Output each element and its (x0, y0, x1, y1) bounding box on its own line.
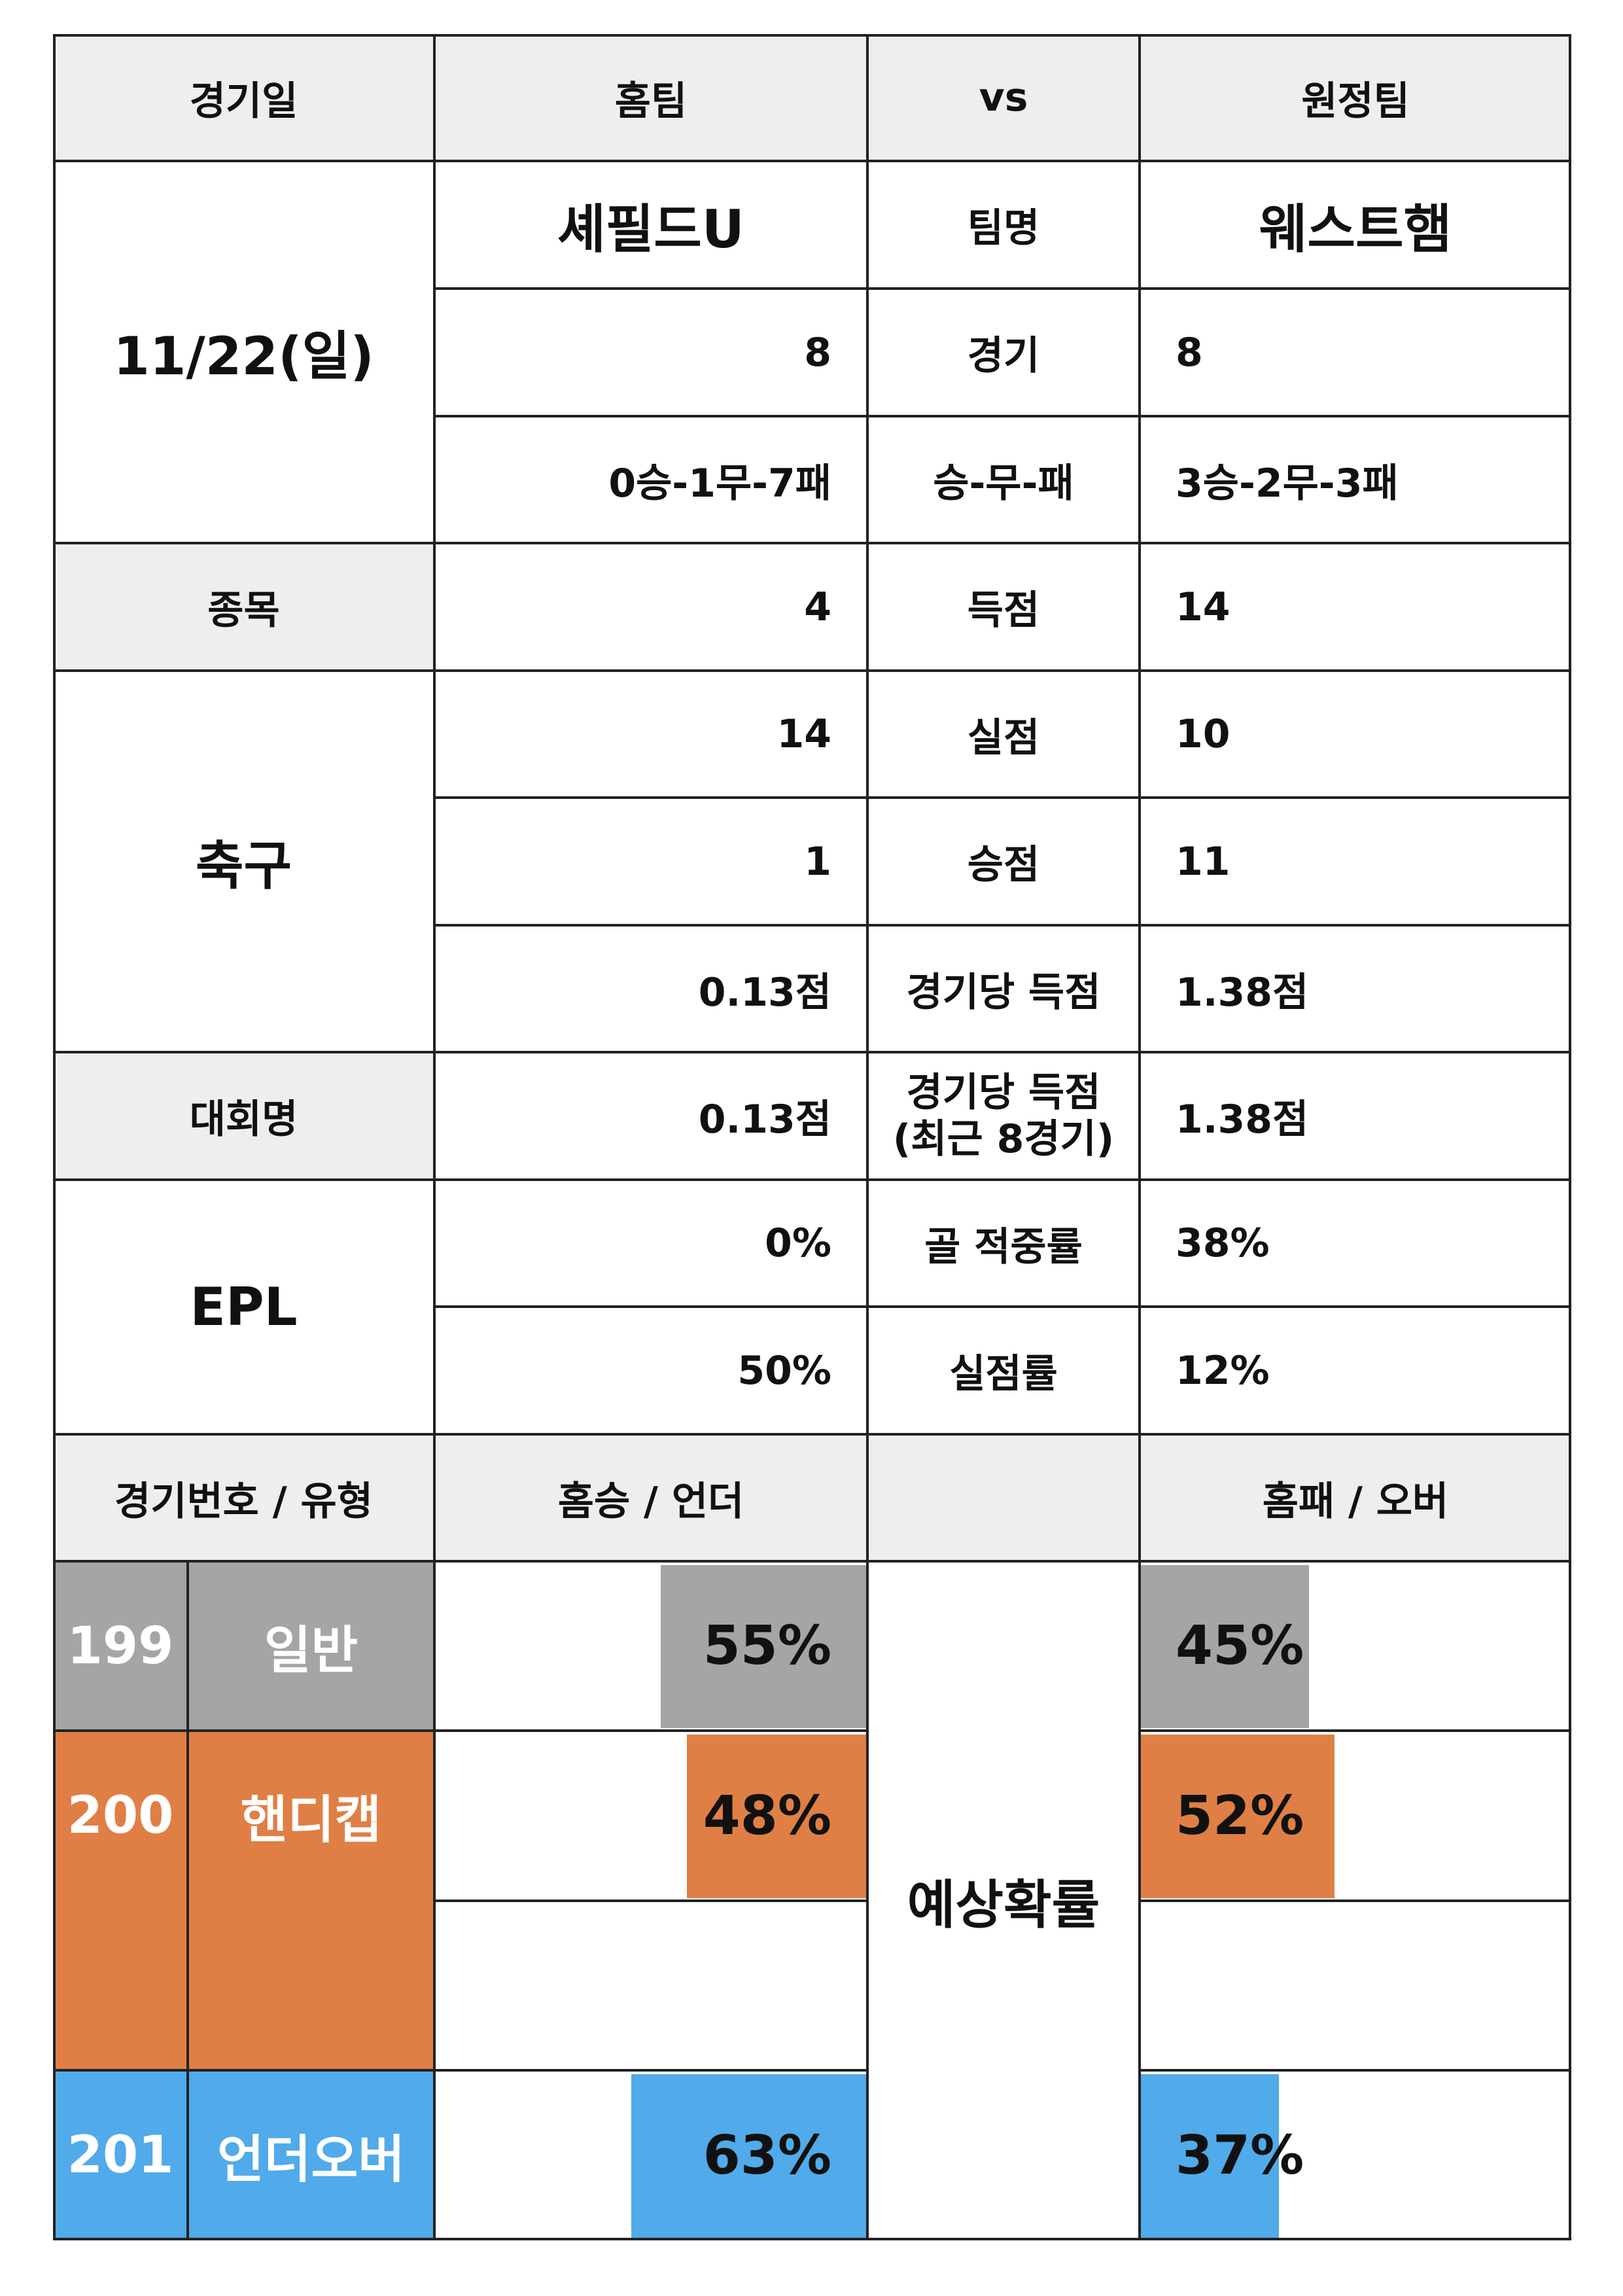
vs-header: vs (867, 34, 1140, 161)
stat-label: 득점 (967, 588, 1040, 633)
grid-line (434, 924, 1571, 927)
stat-label: 실점률 (949, 1351, 1058, 1397)
grid-line (53, 1729, 867, 1732)
grid-line (53, 34, 56, 2240)
team-name-label: 팀명 (967, 205, 1040, 251)
away-team-name: 웨스트햄 (1259, 198, 1452, 260)
prediction-home-header: 홈승 / 언더 (434, 1434, 867, 1561)
sport-value: 축구 (195, 835, 292, 896)
home-stat-value: 0.13점 (698, 969, 831, 1016)
away-probability-bar (1141, 2074, 1279, 2238)
stat-label: 골 적중률 (924, 1224, 1083, 1270)
home-probability: 63% (703, 2124, 831, 2187)
grid-line (866, 34, 869, 2240)
stat-label: 경기당 득점 (906, 969, 1101, 1016)
game-type: 핸디캡 (188, 1731, 434, 1901)
away-probability: 52% (1176, 1784, 1304, 1847)
grid-line (53, 2069, 867, 2072)
home-probability-bar (687, 1735, 866, 1898)
grid-line (433, 34, 436, 2240)
home-stat-value: 8 (804, 329, 831, 376)
game-type (188, 1901, 434, 2070)
away-stat-value: 8 (1176, 329, 1203, 376)
game-type: 일반 (188, 1561, 434, 1731)
stat-label: 경기 (967, 333, 1040, 379)
date-header: 경기일 (53, 34, 434, 161)
game-type: 언더오버 (188, 2070, 434, 2240)
game-number: 199 (53, 1561, 188, 1731)
league-value: EPL (190, 1277, 298, 1337)
grid-line (53, 2238, 1571, 2240)
grid-line (1138, 34, 1141, 2240)
grid-line (434, 796, 1571, 799)
away-stat-value: 1.38점 (1176, 1097, 1309, 1142)
grid-line (1569, 34, 1571, 2240)
away-stat-value: 11 (1176, 838, 1230, 885)
prediction-away-header: 홈패 / 오버 (1140, 1434, 1571, 1561)
grid-line (53, 34, 1571, 37)
home-stat-value: 50% (737, 1347, 831, 1394)
away-stat-value: 10 (1176, 711, 1230, 757)
home-stat-value: 0.13점 (698, 1097, 831, 1142)
grid-line (53, 1051, 1571, 1053)
home-probability: 55% (703, 1615, 831, 1677)
grid-line (53, 1560, 1571, 1563)
grid-line (53, 669, 1571, 672)
away-probability: 37% (1176, 2124, 1304, 2187)
grid-line (53, 1433, 1571, 1436)
grid-line (1140, 2069, 1571, 2072)
stat-label: 승점 (967, 842, 1040, 888)
home-header: 홈팀 (434, 34, 867, 161)
home-stat-value: 4 (804, 584, 831, 630)
away-probability (1140, 1901, 1571, 2070)
stat-label: 승-무-패 (933, 460, 1074, 506)
grid-line (434, 1899, 867, 1902)
prediction-type-header: 경기번호 / 유형 (53, 1434, 434, 1561)
grid-line (1140, 1729, 1571, 1732)
away-stat-value: 12% (1176, 1347, 1270, 1394)
home-probability-bar (631, 2074, 866, 2238)
grid-line (186, 1561, 189, 2240)
match-sheet: 경기일 홈팀 vs 원정팀 11/22(일) 종목 축구 대회명 EPL 셰필드… (53, 34, 1571, 2240)
sport-label: 종목 (53, 543, 434, 671)
away-header: 원정팀 (1140, 34, 1571, 161)
home-stat-value: 0승-1무-7패 (608, 460, 831, 506)
grid-line (1140, 1899, 1571, 1902)
game-number: 201 (53, 2070, 188, 2240)
grid-line (434, 287, 1571, 290)
home-probability-bar (661, 1565, 866, 1728)
stat-label: 실점 (967, 715, 1040, 761)
home-team-name: 셰필드U (557, 198, 744, 260)
home-stat-value: 1 (804, 838, 831, 885)
grid-line (434, 415, 1571, 417)
home-stat-value: 14 (777, 711, 832, 757)
away-stat-value: 1.38점 (1176, 969, 1309, 1016)
prediction-center-label: 예상확률 (907, 1875, 1100, 1935)
home-probability (434, 1901, 867, 2070)
league-label: 대회명 (53, 1052, 434, 1180)
away-stat-value: 3승-2무-3패 (1176, 460, 1399, 506)
home-stat-value: 0% (765, 1220, 831, 1266)
away-stat-value: 38% (1176, 1220, 1270, 1266)
away-stat-value: 14 (1176, 584, 1230, 630)
home-probability: 48% (703, 1784, 831, 1847)
grid-line (434, 1305, 1571, 1308)
stat-label: 경기당 득점 (최근 8경기) (892, 1069, 1115, 1162)
game-number (53, 1901, 188, 2070)
away-probability-bar (1141, 1565, 1309, 1728)
grid-line (53, 542, 1571, 544)
prediction-center-header (867, 1434, 1140, 1561)
game-number: 200 (53, 1731, 188, 1901)
grid-line (53, 1178, 1571, 1181)
away-probability-bar (1141, 1735, 1335, 1898)
away-probability: 45% (1176, 1615, 1304, 1677)
grid-line (53, 160, 1571, 162)
match-date: 11/22(일) (113, 326, 374, 387)
